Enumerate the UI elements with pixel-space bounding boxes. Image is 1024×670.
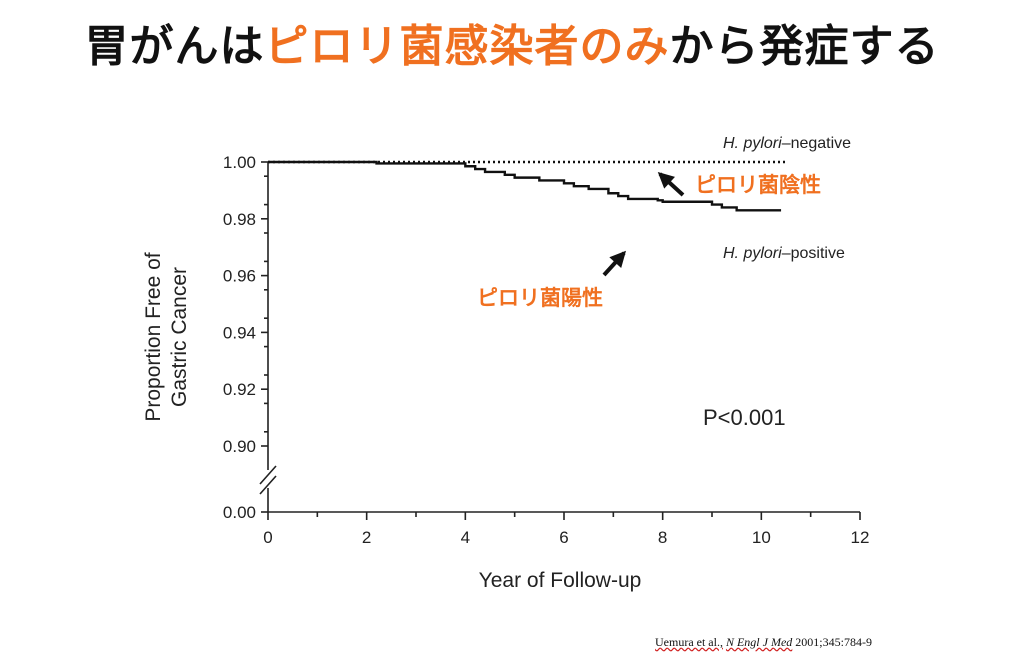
y-tick-label: 0.94 [223,323,256,342]
chart-ticks: 1.00 0.98 0.96 0.94 0.92 0.90 0.00 0 2 4 6 8 10 12 [223,153,870,547]
chart-series [268,160,786,212]
arrow-head [657,171,675,189]
x-tick-label: 8 [658,528,667,547]
series-label-positive: H. pylori–positive [723,245,845,262]
citation-rest: 2001;345:784-9 [795,635,872,649]
x-tick-label: 6 [559,528,568,547]
x-tick-label: 4 [461,528,470,547]
series-line-positive [268,160,782,212]
annotation-negative: ピロリ菌陰性 [695,173,821,197]
y-axis-title-line: Proportion Free of [142,252,165,421]
x-tick-label: 10 [752,528,771,547]
x-axis-title: Year of Follow-up [479,569,642,592]
series-name-rest: –negative [782,135,851,152]
citation-journal: N Engl J Med [725,635,793,649]
annotation-positive: ピロリ菌陽性 [477,286,603,310]
y-tick-label: 0.00 [223,503,256,522]
citation: Uemura et al., N Engl J Med 2001;345:784… [655,635,872,650]
arrow-positive [602,250,627,277]
x-tick-label: 12 [851,528,870,547]
chart-axes [259,162,860,513]
y-tick-label: 1.00 [223,153,256,172]
title-accent: ピロリ菌感染者のみ [264,21,670,72]
y-axis-title-line: Gastric Cancer [168,267,191,407]
arrow-negative [657,171,685,197]
chart-labels: Year of Follow-up Proportion Free of Gastr… [142,135,851,592]
arrow-head [609,250,627,269]
survival-chart: 1.00 0.98 0.96 0.94 0.92 0.90 0.00 0 2 4 6 8 10 12 Ye… [142,135,870,592]
y-tick-label: 0.98 [223,210,256,229]
y-tick-label: 0.92 [223,380,256,399]
series-name-italic: H. pylori [723,135,782,152]
series-name-rest: –positive [782,245,845,262]
y-tick-label: 0.96 [223,267,256,286]
x-tick-label: 2 [362,528,371,547]
x-tick-label: 0 [263,528,272,547]
y-tick-label: 0.90 [223,437,256,456]
series-name-italic: H. pylori [723,245,782,262]
series-label-negative: H. pylori–negative [723,135,851,152]
p-value-label: P<0.001 [703,405,786,430]
axis-break-mark-2 [259,475,277,495]
title-part-2: から発症する [669,21,940,72]
title-part-1: 胃がんは [84,21,265,72]
citation-authors: Uemura et al., [655,635,723,649]
axis-break-mark-1 [259,465,277,485]
slide-title: 胃がんはピロリ菌感染者のみから発症する [0,10,1024,74]
